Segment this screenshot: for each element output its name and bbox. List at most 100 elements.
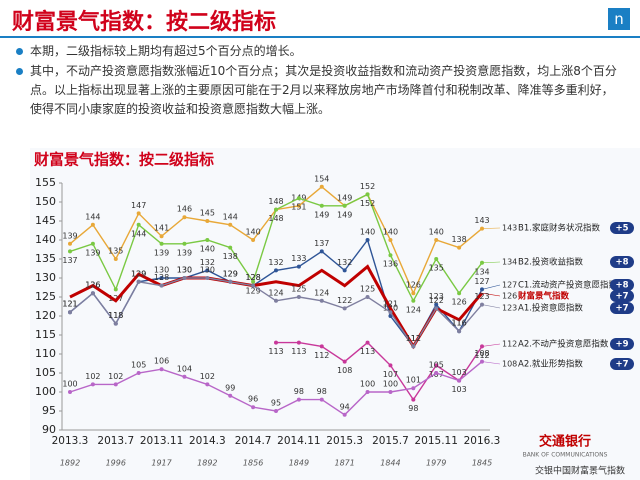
data-label: 108 [337,366,352,375]
data-label: 148 [268,197,283,206]
point [319,203,324,208]
data-label: 118 [108,311,123,320]
data-label: 128 [245,273,260,282]
data-label: 130 [177,266,192,275]
y-tick-label: 150 [35,195,56,208]
legend-value: 134 [502,258,517,267]
data-label: 152 [360,199,375,208]
sample-size: 1849 [289,459,309,468]
data-label: 132 [200,258,215,267]
data-label: 139 [154,248,169,257]
chart-background [30,148,640,480]
y-tick-label: 135 [35,252,56,265]
legend-entry: B1.家庭财务状况指数 [518,223,600,234]
point [228,245,233,250]
data-label: 127 [108,294,123,303]
data-label: 125 [291,285,306,294]
point [228,393,233,398]
legend-leader [481,227,501,229]
point [365,295,370,299]
data-label: 141 [154,224,169,233]
data-label: 134 [474,267,489,276]
y-tick-label: 140 [35,233,56,246]
data-label: 144 [85,212,100,221]
point [274,340,278,345]
point [411,291,416,296]
data-label: 112 [406,334,421,343]
data-label: 149 [337,193,352,202]
sample-size: 1871 [334,459,354,468]
point [457,329,462,334]
point [159,241,164,246]
point [411,298,416,303]
bullet: 其中，不动产投资意愿指数涨幅近10个百分点；其次是投资收益指数和流动资产投资意愿… [16,62,620,119]
change-label: +5 [615,224,628,234]
point [388,310,393,315]
data-label: 144 [223,212,238,221]
data-label: 112 [474,351,489,360]
x-tick-label: 2014.3 [189,435,226,447]
legend-entry: A2.不动产投资意愿指数 [518,339,609,350]
data-label: 98 [408,404,418,413]
point [434,363,439,368]
legend-entry: B2.投资收益指数 [518,257,583,268]
series-line [276,341,483,401]
data-label: 140 [200,245,215,254]
data-label: 124 [314,288,329,297]
change-label: +7 [615,304,628,314]
point [228,279,233,284]
bullet: 本期，二级指标较上期均有超过5个百分点的增长。 [16,42,620,61]
legend-value: 126 [502,292,517,301]
legend-value: 127 [502,281,517,290]
legend-value: 112 [502,340,517,349]
point [365,390,370,394]
point [113,287,118,292]
point [342,359,347,364]
data-label: 147 [131,201,146,210]
data-label: 128 [245,273,260,282]
data-label: 107 [383,370,398,379]
point [434,238,439,242]
x-tick-label: 2013.7 [97,435,134,447]
data-label: 96 [248,395,258,404]
point [136,222,141,227]
sample-size: 1979 [426,459,446,468]
data-label: 140 [429,228,444,237]
data-label: 112 [406,334,421,343]
point [90,291,95,296]
y-tick-label: 120 [35,309,56,322]
data-label: 116 [451,319,466,328]
point [365,192,370,197]
point [68,390,72,394]
data-label: 121 [383,300,398,309]
y-tick-label: 100 [35,385,56,398]
x-tick-label: 2014.7 [235,435,272,447]
point [388,390,393,394]
data-label: 124 [268,288,283,297]
point [90,241,95,246]
point [205,382,210,387]
data-label: 125 [360,285,375,294]
data-label: 100 [62,380,77,389]
data-label: 103 [451,368,466,377]
point [159,367,164,372]
change-badge [610,338,634,350]
legend-value: 143 [502,224,517,233]
data-label: 122 [429,296,444,305]
point [136,371,141,375]
legend-value: 123 [502,304,517,313]
data-label: 100 [360,380,375,389]
point [434,306,439,311]
sample-size: 1892 [197,459,217,468]
data-label: 152 [360,182,375,191]
point [251,279,256,284]
legend-value: 108 [502,360,517,369]
data-label: 126 [451,298,466,307]
point [113,257,118,261]
legend-leader [481,292,501,297]
point [159,234,164,239]
point [274,207,278,212]
point [251,238,256,242]
